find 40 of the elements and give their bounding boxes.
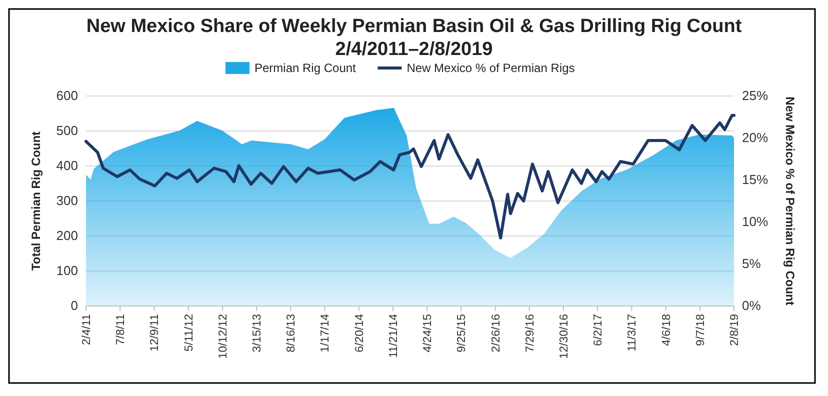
legend-label: New Mexico % of Permian Rigs — [406, 61, 575, 75]
x-tick-label: 11/3/17 — [626, 314, 639, 352]
y-tick-label: 300 — [56, 193, 78, 208]
x-tick-label: 10/12/12 — [217, 314, 230, 359]
y-axis-title: Total Permian Rig Count — [29, 131, 43, 271]
y-tick-label: 400 — [56, 158, 78, 173]
x-tick-label: 2/8/19 — [729, 314, 741, 346]
y-tick-label: 100 — [56, 263, 78, 278]
chart-subtitle: 2/4/2011–2/8/2019 — [335, 39, 493, 60]
x-tick-label: 8/16/13 — [286, 314, 298, 352]
y2-tick-label: 10% — [742, 214, 768, 229]
y-tick-label: 0 — [70, 298, 78, 313]
x-tick-label: 1/17/14 — [320, 313, 332, 352]
legend-label: Permian Rig Count — [254, 61, 357, 75]
x-tick-label: 4/24/15 — [422, 314, 434, 352]
x-tick-label: 12/30/16 — [558, 314, 570, 359]
chart-title: New Mexico Share of Weekly Permian Basin Oil & Gas Drilling Rig Count — [86, 16, 742, 37]
x-tick-label: 11/21/14 — [388, 313, 400, 358]
x-tick-label: 9/25/15 — [456, 314, 468, 352]
x-tick-label: 7/8/11 — [115, 314, 128, 346]
line-series — [84, 114, 736, 240]
y2-tick-label: 20% — [742, 130, 768, 145]
y2-tick-label: 15% — [742, 172, 768, 187]
y-tick-label: 200 — [56, 228, 78, 243]
x-tick-label: 2/4/11 — [81, 314, 93, 346]
x-tick-label: 2/26/16 — [490, 314, 502, 352]
x-tick-label: 6/20/14 — [354, 313, 366, 352]
y-tick-label: 500 — [56, 123, 78, 138]
x-tick-label: 7/29/16 — [524, 314, 536, 352]
y-tick-label: 600 — [56, 88, 78, 103]
x-tick-label: 9/7/18 — [694, 314, 707, 346]
x-tick-label: 5/11/12 — [183, 314, 196, 352]
x-tick-label: 4/6/18 — [660, 314, 673, 346]
y2-tick-label: 25% — [742, 88, 768, 103]
x-tick-label: 12/9/11 — [149, 314, 162, 352]
y2-tick-label: 0% — [742, 298, 762, 313]
y2-tick-label: 5% — [742, 256, 762, 271]
x-tick-label: 6/2/17 — [592, 314, 605, 346]
y2-axis-title: New Mexico % of Permian Rig Count — [783, 96, 797, 306]
x-tick-label: 3/15/13 — [252, 314, 264, 352]
